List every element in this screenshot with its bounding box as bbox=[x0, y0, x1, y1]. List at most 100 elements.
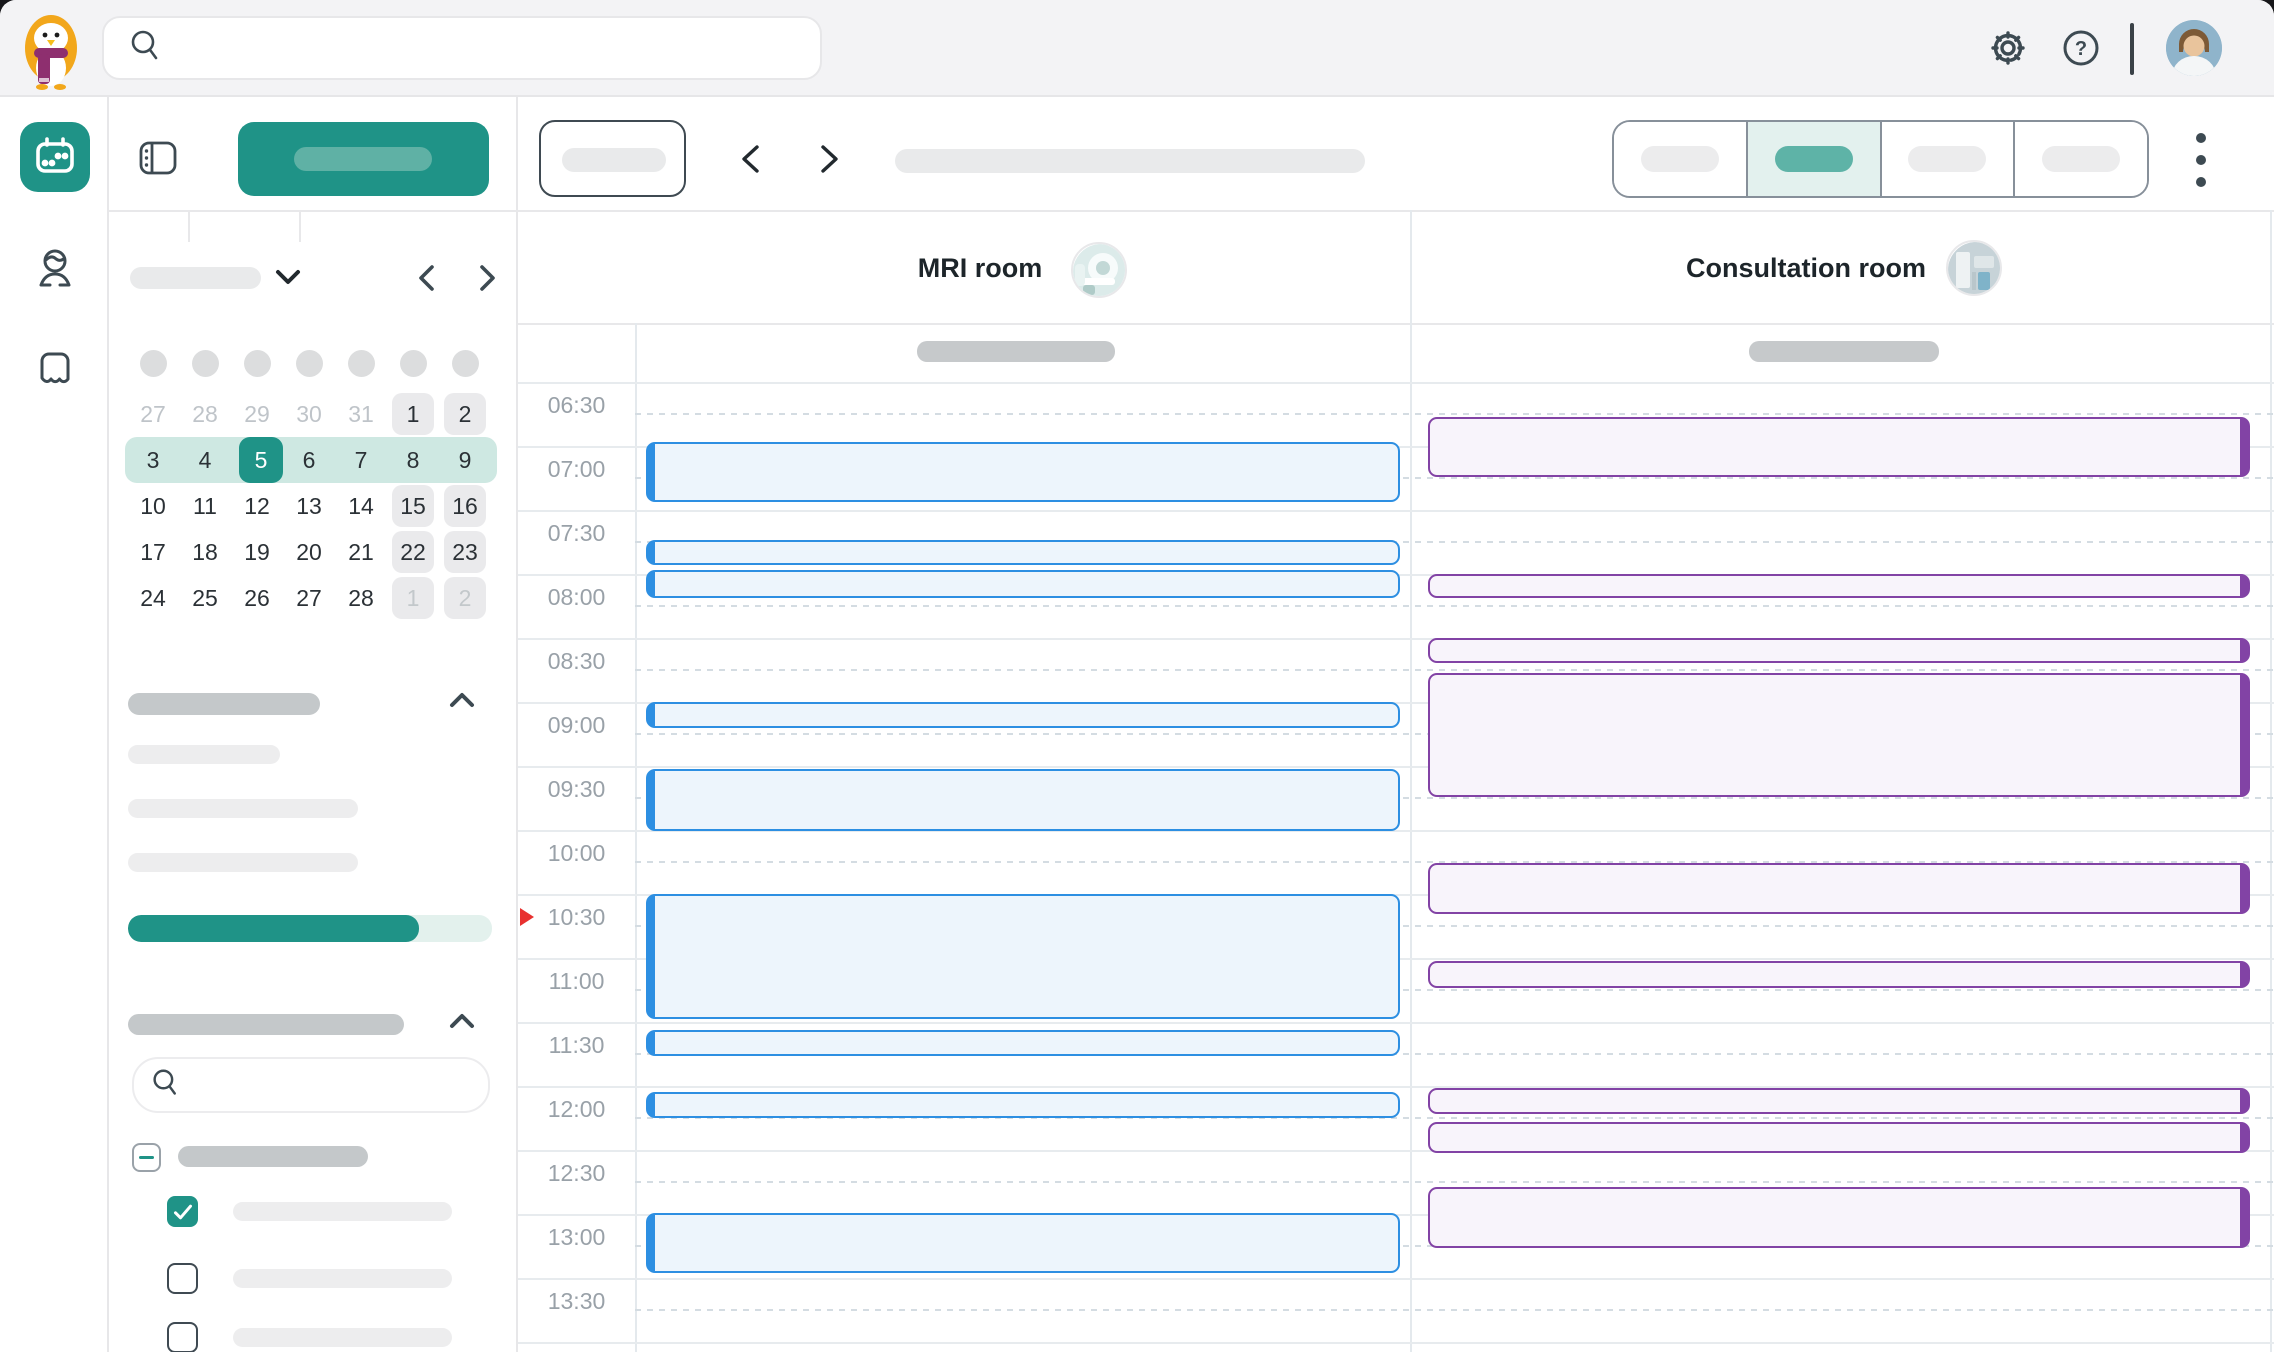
calendar-day[interactable]: 7 bbox=[354, 447, 368, 473]
collapse-sidebar-button[interactable] bbox=[136, 136, 180, 180]
month-dropdown-button[interactable] bbox=[275, 269, 301, 288]
user-avatar[interactable] bbox=[2166, 20, 2222, 76]
app-logo-penguin-icon bbox=[22, 8, 80, 90]
calendar-day[interactable]: 17 bbox=[140, 539, 166, 565]
calendar-day[interactable]: 1 bbox=[392, 577, 434, 619]
text-skeleton bbox=[128, 853, 358, 872]
calendar-day[interactable]: 24 bbox=[140, 585, 166, 611]
appointment-skeleton[interactable] bbox=[1428, 1088, 2250, 1114]
appointment-skeleton[interactable] bbox=[1428, 961, 2250, 988]
filter-parent-checkbox[interactable] bbox=[132, 1143, 161, 1172]
appointment-skeleton[interactable] bbox=[646, 1092, 1400, 1118]
calendar-day[interactable]: 28 bbox=[192, 401, 218, 427]
column-date-skeleton bbox=[917, 341, 1115, 362]
calendar-day[interactable]: 20 bbox=[296, 539, 322, 565]
settings-button[interactable] bbox=[1986, 27, 2030, 71]
calendar-day[interactable]: 8 bbox=[406, 447, 420, 473]
view-tab-1-active[interactable] bbox=[1745, 122, 1880, 196]
calendar-day[interactable]: 29 bbox=[244, 401, 270, 427]
new-appointment-button[interactable] bbox=[238, 122, 489, 196]
half-hour-dashed-line bbox=[635, 989, 2274, 991]
appointment-skeleton[interactable] bbox=[1428, 638, 2250, 663]
filter-group-label-skeleton bbox=[178, 1146, 368, 1167]
calendar-day[interactable]: 1 bbox=[392, 393, 434, 435]
prev-day-button[interactable] bbox=[732, 142, 768, 178]
appointment-skeleton[interactable] bbox=[1428, 673, 2250, 797]
appointment-skeleton[interactable] bbox=[646, 1030, 1400, 1056]
calendar-day[interactable]: 21 bbox=[348, 539, 374, 565]
time-label: 10:30 bbox=[547, 904, 606, 930]
appointment-skeleton[interactable] bbox=[646, 442, 1400, 502]
calendar-day[interactable]: 23 bbox=[444, 531, 486, 573]
calendar-day[interactable]: 16 bbox=[444, 485, 486, 527]
calendar-day[interactable]: 15 bbox=[392, 485, 434, 527]
appointment-skeleton[interactable] bbox=[1428, 417, 2250, 477]
collapse-section-button[interactable] bbox=[449, 692, 475, 711]
calendar-day[interactable]: 11 bbox=[193, 493, 217, 519]
appointment-skeleton[interactable] bbox=[1428, 1122, 2250, 1153]
filter-search-input[interactable] bbox=[192, 1071, 488, 1099]
calendar-day[interactable]: 27 bbox=[140, 401, 166, 427]
appointment-skeleton[interactable] bbox=[646, 540, 1400, 565]
top-bar: ? bbox=[0, 0, 2274, 97]
view-tab-2[interactable] bbox=[1879, 122, 2014, 196]
slot-line bbox=[518, 510, 2274, 512]
nav-patients-button[interactable] bbox=[20, 236, 90, 306]
appointment-skeleton[interactable] bbox=[1428, 863, 2250, 914]
calendar-day[interactable]: 2 bbox=[444, 393, 486, 435]
calendar-day[interactable]: 2 bbox=[444, 577, 486, 619]
sidebar: 27 28 29 30 31 1 2 3 4 5 6 7 8 9 10 11 12 13 14 15 16 17 18 19 2… bbox=[109, 97, 518, 1352]
current-time-marker bbox=[520, 908, 534, 926]
calendar-day[interactable]: 10 bbox=[140, 493, 166, 519]
calendar-day[interactable]: 12 bbox=[244, 493, 270, 519]
nav-calendar-button[interactable] bbox=[20, 122, 90, 192]
next-month-button[interactable] bbox=[472, 263, 504, 295]
weekday-dot-skeleton bbox=[192, 350, 219, 377]
check-icon bbox=[173, 1204, 192, 1219]
calendar-day[interactable]: 9 bbox=[458, 447, 472, 473]
calendar-day[interactable]: 4 bbox=[198, 447, 212, 473]
calendar-day[interactable]: 13 bbox=[296, 493, 322, 519]
view-tab-0[interactable] bbox=[1614, 122, 1746, 196]
calendar-day[interactable]: 6 bbox=[302, 447, 316, 473]
appointment-skeleton[interactable] bbox=[646, 570, 1400, 598]
today-button[interactable] bbox=[539, 120, 686, 197]
calendar-day[interactable]: 30 bbox=[296, 401, 322, 427]
more-options-button[interactable] bbox=[2184, 127, 2218, 193]
appointment-skeleton[interactable] bbox=[646, 894, 1400, 1019]
time-label: 13:30 bbox=[547, 1288, 606, 1314]
prev-month-button[interactable] bbox=[410, 263, 442, 295]
time-label: 07:30 bbox=[547, 520, 606, 546]
calendar-day[interactable]: 28 bbox=[348, 585, 374, 611]
appointment-skeleton[interactable] bbox=[1428, 574, 2250, 598]
calendar-day[interactable]: 25 bbox=[192, 585, 218, 611]
calendar-day[interactable]: 26 bbox=[244, 585, 270, 611]
calendar-day[interactable]: 18 bbox=[192, 539, 218, 565]
half-hour-dashed-line bbox=[635, 477, 2274, 479]
gutter-divider bbox=[635, 323, 637, 1352]
scheduler-area: MRI room Consultation room bbox=[518, 97, 2274, 1352]
nav-billing-button[interactable] bbox=[20, 333, 90, 403]
calendar-day-selected[interactable]: 5 bbox=[239, 437, 283, 483]
calendar-day[interactable]: 14 bbox=[348, 493, 374, 519]
calendar-day[interactable]: 3 bbox=[146, 447, 160, 473]
help-button[interactable]: ? bbox=[2059, 27, 2103, 71]
next-day-button[interactable] bbox=[812, 142, 848, 178]
filter-checkbox[interactable] bbox=[167, 1196, 198, 1227]
collapse-section-button[interactable] bbox=[449, 1013, 475, 1032]
time-label: 09:00 bbox=[547, 712, 606, 738]
view-tab-3[interactable] bbox=[2013, 122, 2147, 196]
appointment-skeleton[interactable] bbox=[1428, 1187, 2250, 1248]
calendar-day[interactable]: 31 bbox=[348, 401, 374, 427]
global-search-input[interactable] bbox=[178, 33, 820, 63]
search-icon bbox=[152, 1068, 180, 1103]
calendar-day[interactable]: 22 bbox=[392, 531, 434, 573]
filter-checkbox[interactable] bbox=[167, 1263, 198, 1294]
calendar-day[interactable]: 27 bbox=[296, 585, 322, 611]
half-hour-dashed-line bbox=[635, 605, 2274, 607]
filter-checkbox[interactable] bbox=[167, 1322, 198, 1352]
appointment-skeleton[interactable] bbox=[646, 1213, 1400, 1273]
calendar-day[interactable]: 19 bbox=[244, 539, 270, 565]
appointment-skeleton[interactable] bbox=[646, 769, 1400, 831]
appointment-skeleton[interactable] bbox=[646, 702, 1400, 728]
